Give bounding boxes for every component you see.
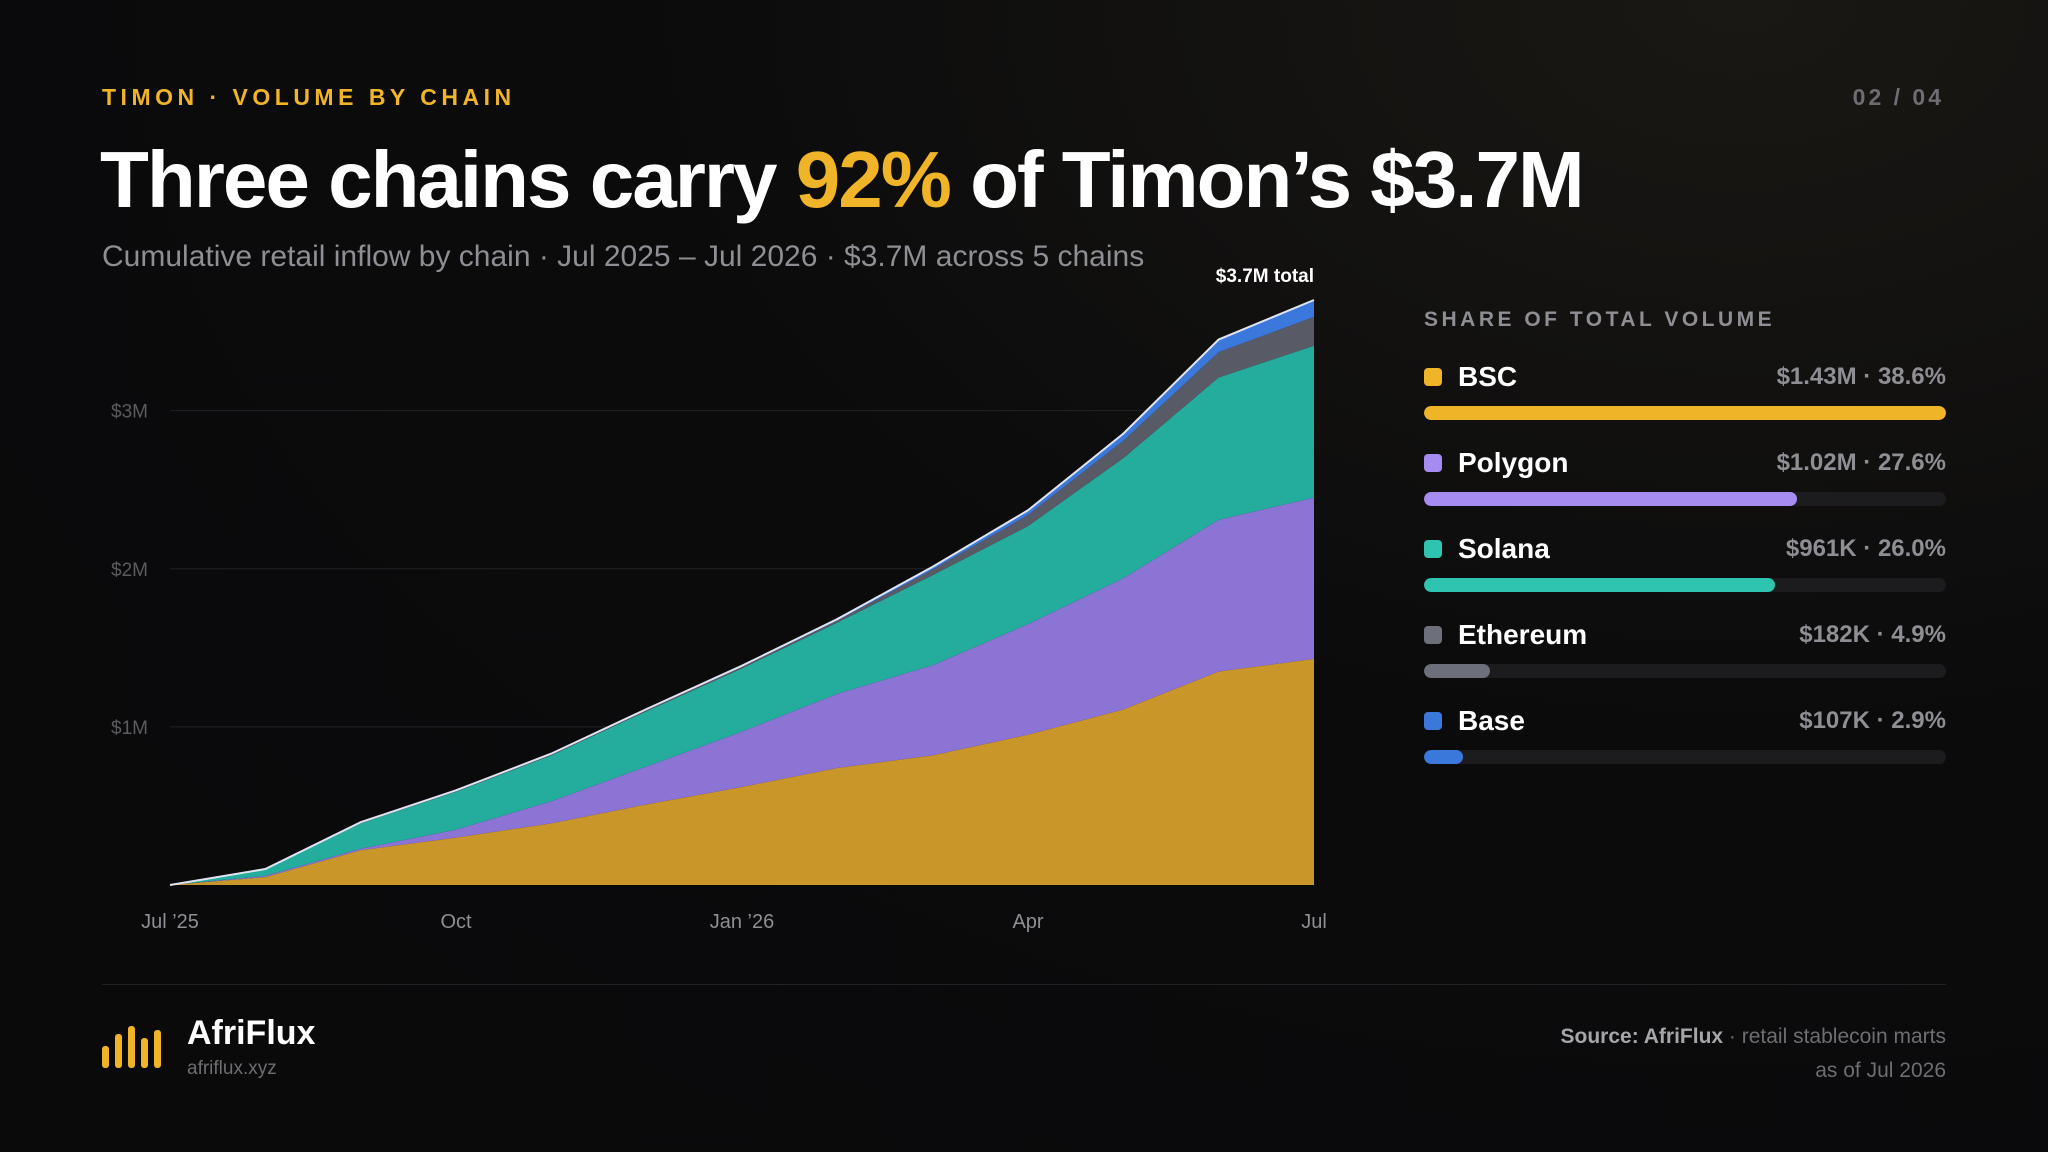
- color-swatch: [1424, 540, 1442, 558]
- chain-stats: $182K · 4.9%: [1799, 621, 1946, 648]
- total-annotation: $3.7M total: [1216, 266, 1314, 287]
- legend-label: Base: [1424, 705, 1525, 737]
- brand: AfriFlux afriflux.xyz: [102, 1014, 315, 1080]
- legend-row: Base $107K · 2.9%: [1424, 704, 1946, 738]
- color-swatch: [1424, 626, 1442, 644]
- eyebrow-label: TIMON · VOLUME BY CHAIN: [102, 84, 516, 110]
- share-bar-fill: [1424, 664, 1491, 678]
- share-bar-track: [1424, 492, 1946, 506]
- legend-row: Ethereum $182K · 4.9%: [1424, 618, 1946, 652]
- brand-name: AfriFlux: [187, 1014, 316, 1052]
- share-legend: SHARE OF TOTAL VOLUME BSC $1.43M · 38.6% P…: [1424, 308, 1946, 790]
- legend-item: BSC $1.43M · 38.6%: [1424, 360, 1946, 446]
- share-bar-fill: [1424, 492, 1798, 506]
- legend-item: Base $107K · 2.9%: [1424, 704, 1946, 790]
- source-detail: · retail stablecoin marts: [1723, 1025, 1946, 1048]
- share-bar-track: [1424, 406, 1946, 420]
- area-polygon: [170, 497, 1314, 885]
- stacked-area-chart: $1M $2M $3M $3.7M total Jul ’25 Oct Jan ’26 Apr…: [111, 266, 1327, 933]
- x-tick-label: Apr: [1012, 911, 1043, 933]
- legend-row: Solana $961K · 26.0%: [1424, 532, 1946, 566]
- color-swatch: [1424, 368, 1442, 386]
- chain-name: Polygon: [1458, 447, 1569, 478]
- share-bar-fill: [1424, 578, 1776, 592]
- area-ethereum: [170, 316, 1314, 885]
- share-bar-track: [1424, 578, 1946, 592]
- legend-item: Ethereum $182K · 4.9%: [1424, 618, 1946, 704]
- legend-label: BSC: [1424, 361, 1517, 393]
- color-swatch: [1424, 712, 1442, 730]
- y-tick-label: $2M: [111, 560, 148, 581]
- source-note: Source: AfriFlux · retail stablecoin mar…: [1561, 1020, 1947, 1088]
- x-tick-label: Oct: [440, 911, 472, 933]
- legend-label: Ethereum: [1424, 619, 1587, 651]
- legend-item: Polygon $1.02M · 27.6%: [1424, 446, 1946, 532]
- chain-name: Solana: [1458, 533, 1550, 564]
- share-bar-track: [1424, 664, 1946, 678]
- legend-label: Solana: [1424, 533, 1550, 565]
- share-bar-fill: [1424, 750, 1464, 764]
- legend-item: Solana $961K · 26.0%: [1424, 532, 1946, 618]
- headline-pre: Three chains carry: [100, 135, 796, 224]
- x-tick-label: Jul: [1301, 911, 1327, 933]
- total-outline: [169, 299, 1315, 886]
- chain-stats: $961K · 26.0%: [1785, 535, 1946, 562]
- page-indicator: 02 / 04: [1852, 84, 1944, 110]
- source-date: as of Jul 2026: [1815, 1059, 1946, 1082]
- footer-divider: [102, 984, 1946, 985]
- x-tick-label: Jul ’25: [141, 911, 199, 933]
- x-tick-label: Jan ’26: [710, 911, 775, 933]
- share-bar-fill: [1424, 406, 1946, 420]
- color-swatch: [1424, 454, 1442, 472]
- y-tick-label: $1M: [111, 718, 148, 739]
- share-bar-track: [1424, 750, 1946, 764]
- legend-label: Polygon: [1424, 447, 1568, 479]
- area-bsc: [170, 658, 1314, 885]
- chain-stats: $107K · 2.9%: [1799, 707, 1946, 734]
- chain-name: Base: [1458, 705, 1525, 736]
- source-label: Source: AfriFlux: [1560, 1025, 1724, 1048]
- chain-stats: $1.43M · 38.6%: [1776, 363, 1946, 390]
- bar-chart-logo-icon: [102, 1026, 167, 1068]
- headline: Three chains carry 92% of Timon’s $3.7M: [100, 134, 1585, 226]
- headline-post: of Timon’s $3.7M: [949, 135, 1585, 224]
- headline-highlight: 92%: [795, 135, 952, 224]
- legend-row: Polygon $1.02M · 27.6%: [1424, 446, 1946, 480]
- subtitle: Cumulative retail inflow by chain · Jul …: [102, 240, 1145, 273]
- chain-stats: $1.02M · 27.6%: [1776, 449, 1946, 476]
- chain-name: Ethereum: [1458, 619, 1588, 650]
- brand-url: afriflux.xyz: [187, 1058, 277, 1079]
- legend-list: BSC $1.43M · 38.6% Polygon $1.02M · 27.6% So…: [1424, 360, 1946, 790]
- chain-name: BSC: [1458, 361, 1518, 392]
- legend-title: SHARE OF TOTAL VOLUME: [1424, 308, 1776, 331]
- y-tick-label: $3M: [111, 402, 148, 423]
- legend-row: BSC $1.43M · 38.6%: [1424, 360, 1946, 394]
- area-solana: [170, 345, 1314, 885]
